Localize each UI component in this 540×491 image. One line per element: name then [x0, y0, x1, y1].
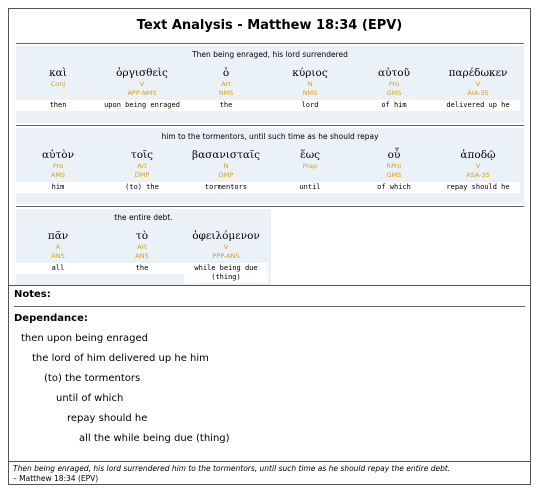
- greek-word: τοῖς: [130, 149, 154, 161]
- english-gloss: the: [100, 263, 184, 274]
- greek-word: αὐτοῦ: [378, 67, 410, 79]
- word-block: πᾶν A ANS all: [16, 229, 100, 274]
- part-of-speech: V: [475, 80, 481, 88]
- word-block: ὀργισθεὶς V APP-NMS upon being enraged: [100, 66, 184, 111]
- greek-word: κύριος: [292, 67, 328, 79]
- parsing-code: GMS: [386, 89, 402, 97]
- verse-footer: Then being enraged, his lord surrendered…: [9, 461, 530, 486]
- segment-gloss: Then being enraged, his lord surrendered: [192, 50, 348, 59]
- divider: [16, 206, 524, 207]
- greek-word: ἕως: [299, 149, 321, 161]
- part-of-speech: Art: [137, 243, 147, 251]
- word-block: κύριος N NMS lord: [268, 66, 352, 111]
- word-block: τὸ Art ANS the: [100, 229, 184, 274]
- english-gloss: delivered up he: [436, 100, 520, 111]
- english-gloss: lord: [268, 100, 352, 111]
- dependance-line: until of which: [56, 393, 124, 404]
- parsing-code: APP-NMS: [127, 89, 157, 97]
- divider: [16, 125, 524, 126]
- part-of-speech: Art: [221, 80, 231, 88]
- segment-1: Then being enraged, his lord surrendered…: [16, 46, 524, 123]
- word-block: οὗ RPro GMS of which: [352, 148, 436, 193]
- divider: [14, 306, 525, 307]
- word-block: ὁ Art NMS the: [184, 66, 268, 111]
- parsing-code: DMP: [218, 171, 234, 179]
- word-block: τοῖς Art DMP (to) the: [100, 148, 184, 193]
- english-gloss: the: [184, 100, 268, 111]
- word-block: ἕως Prep until: [268, 148, 352, 193]
- parsing-code: ANS: [51, 252, 65, 260]
- english-gloss: him: [16, 182, 100, 193]
- word-block: παρέδωκεν V AIA-3S delivered up he: [436, 66, 520, 111]
- greek-word: αὐτὸν: [42, 149, 74, 161]
- english-gloss: of him: [352, 100, 436, 111]
- greek-word: τὸ: [135, 230, 149, 242]
- part-of-speech: V: [475, 162, 481, 170]
- segment-3: the entire debt. πᾶν A ANS all τὸ Art AN…: [16, 209, 271, 286]
- part-of-speech: V: [223, 243, 229, 251]
- parsing-code: AMS: [50, 171, 66, 179]
- parsing-code: [16, 89, 100, 98]
- page-title: Text Analysis - Matthew 18:34 (EPV): [136, 18, 403, 33]
- english-gloss: all: [16, 263, 100, 274]
- dependance-line: repay should he: [67, 413, 148, 424]
- dependance-line: then upon being enraged: [21, 333, 148, 344]
- segment-2: him to the tormentors, until such time a…: [16, 128, 524, 204]
- greek-word: οὗ: [387, 149, 401, 161]
- dependance-heading: Dependance:: [14, 313, 88, 324]
- dependance-line: all the while being due (thing): [79, 433, 230, 444]
- parsing-code: NMS: [218, 89, 234, 97]
- notes-heading: Notes:: [14, 289, 51, 300]
- english-gloss: upon being enraged: [100, 100, 184, 111]
- english-gloss: repay should he: [436, 182, 520, 193]
- english-gloss: of which: [352, 182, 436, 193]
- word-block: ἀποδῷ V ASA-3S repay should he: [436, 148, 520, 193]
- greek-word: παρέδωκεν: [448, 67, 508, 79]
- part-of-speech: A: [55, 243, 61, 251]
- part-of-speech: N: [223, 162, 229, 170]
- parsing-code: ANS: [135, 252, 149, 260]
- english-gloss: (to) the: [100, 182, 184, 193]
- english-gloss: until: [268, 182, 352, 193]
- part-of-speech: Art: [137, 162, 147, 170]
- part-of-speech: RPro: [386, 162, 402, 170]
- dependance-line: the lord of him delivered up he him: [32, 353, 209, 364]
- parsing-code: PPP-ANS: [212, 252, 240, 260]
- english-gloss: tormentors: [184, 182, 268, 193]
- word-block: αὐτοῦ Pro GMS of him: [352, 66, 436, 111]
- verse-reference: – Matthew 18:34 (EPV): [13, 474, 99, 483]
- segment-gloss: him to the tormentors, until such time a…: [161, 132, 379, 141]
- divider: [9, 285, 530, 286]
- parsing-code: NMS: [302, 89, 318, 97]
- english-gloss: then: [16, 100, 100, 111]
- word-block: αὐτὸν Pro AMS him: [16, 148, 100, 193]
- parsing-code: ASA-3S: [466, 171, 490, 179]
- part-of-speech: Pro: [388, 80, 400, 88]
- greek-word: ἀποδῷ: [460, 149, 496, 161]
- word-block: ὀφειλόμενον V PPP-ANS while being due (t…: [184, 229, 268, 283]
- greek-word: ὀφειλόμενον: [192, 230, 260, 242]
- part-of-speech: V: [139, 80, 145, 88]
- part-of-speech: Pro: [52, 162, 64, 170]
- parsing-code: DMP: [134, 171, 150, 179]
- document-frame: Text Analysis - Matthew 18:34 (EPV) Then…: [8, 8, 531, 485]
- greek-word: βασανισταῖς: [192, 149, 260, 161]
- verse-quote: Then being enraged, his lord surrendered…: [13, 464, 451, 473]
- greek-word: ὁ: [222, 67, 230, 79]
- part-of-speech: Conj: [50, 80, 66, 88]
- parsing-code: AIA-3S: [467, 89, 489, 97]
- dependance-line: (to) the tormentors: [44, 373, 141, 384]
- parsing-code: GMS: [386, 171, 402, 179]
- greek-word: πᾶν: [47, 230, 69, 242]
- part-of-speech: Prep: [302, 162, 318, 170]
- word-block: καὶ Conj then: [16, 66, 100, 111]
- english-gloss: while being due (thing): [184, 263, 268, 283]
- parsing-code: [268, 171, 352, 180]
- part-of-speech: N: [307, 80, 313, 88]
- greek-word: καὶ: [49, 67, 67, 79]
- greek-word: ὀργισθεὶς: [116, 67, 168, 79]
- divider: [16, 43, 524, 44]
- word-block: βασανισταῖς N DMP tormentors: [184, 148, 268, 193]
- segment-gloss: the entire debt.: [114, 213, 173, 222]
